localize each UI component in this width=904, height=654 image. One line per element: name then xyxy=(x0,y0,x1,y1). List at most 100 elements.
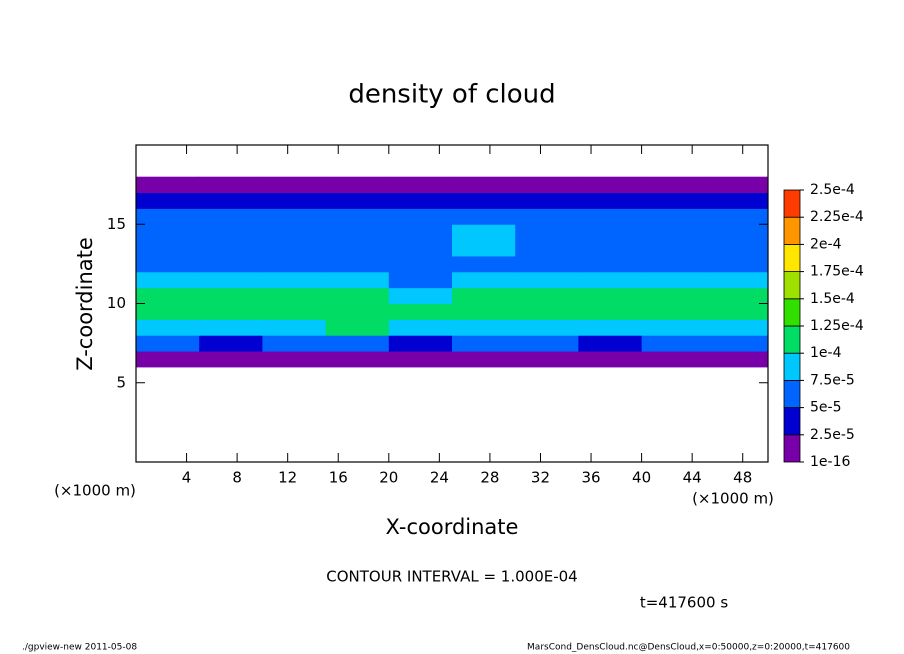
cell xyxy=(262,319,327,336)
colorbar-box xyxy=(783,243,801,272)
colorbar-box xyxy=(783,216,801,245)
cell xyxy=(641,208,706,225)
cell xyxy=(578,287,643,304)
cell xyxy=(136,208,200,225)
cell xyxy=(325,351,390,368)
colorbar-label: 1.75e-4 xyxy=(810,264,864,280)
colorbar-box xyxy=(783,325,801,354)
colorbar-label: 2e-4 xyxy=(810,236,842,252)
cell xyxy=(515,176,579,194)
colorbar-label: 1.25e-4 xyxy=(810,318,864,334)
y-tick-label: 5 xyxy=(116,373,126,391)
cell xyxy=(704,208,769,225)
colorbar-label: 2.25e-4 xyxy=(810,209,864,225)
cell xyxy=(388,335,453,352)
footer-left: ./gpview-new 2011-05-08 xyxy=(22,643,137,653)
cell xyxy=(325,255,390,273)
cell xyxy=(388,208,453,225)
cell xyxy=(325,240,390,257)
x-tick-label: 24 xyxy=(430,469,449,487)
time-label: t=417600 s xyxy=(640,594,728,612)
cell xyxy=(704,192,769,209)
cell xyxy=(452,192,516,209)
cell xyxy=(452,208,516,225)
cell xyxy=(199,335,263,352)
cell xyxy=(199,240,263,257)
cell xyxy=(641,319,706,336)
field xyxy=(136,176,769,368)
cell xyxy=(704,319,769,336)
x-tick-label: 40 xyxy=(632,469,651,487)
x-tick-label: 16 xyxy=(329,469,348,487)
cell xyxy=(262,240,327,257)
cell xyxy=(515,192,579,209)
cell xyxy=(325,224,390,241)
x-tick-label: 28 xyxy=(480,469,499,487)
cell xyxy=(578,240,643,257)
cell xyxy=(262,303,327,320)
cell xyxy=(578,271,643,289)
chart-title: density of cloud xyxy=(348,80,555,110)
contour-note: CONTOUR INTERVAL = 1.000E-04 xyxy=(326,568,577,586)
cell xyxy=(641,287,706,304)
cell xyxy=(515,208,579,225)
cell xyxy=(452,351,516,368)
cell xyxy=(262,351,327,368)
cell xyxy=(641,255,706,273)
cell xyxy=(388,176,453,194)
colorbar-box xyxy=(783,352,801,381)
cell xyxy=(515,351,579,368)
colorbar-box xyxy=(783,298,801,327)
cell xyxy=(388,192,453,209)
cell xyxy=(578,224,643,241)
cell xyxy=(452,240,516,257)
cell xyxy=(641,176,706,194)
cell xyxy=(388,319,453,336)
colorbar-box xyxy=(783,407,801,436)
cell xyxy=(704,224,769,241)
x-tick-label: 44 xyxy=(683,469,702,487)
cell xyxy=(325,287,390,304)
x-tick-label: 36 xyxy=(581,469,600,487)
colorbar-box xyxy=(783,271,801,300)
cell xyxy=(578,208,643,225)
x-unit: (×1000 m) xyxy=(692,490,774,508)
cell xyxy=(388,271,453,289)
cell xyxy=(578,303,643,320)
x-tick-label: 48 xyxy=(733,469,752,487)
cell xyxy=(704,287,769,304)
cell xyxy=(136,287,200,304)
x-tick-label: 4 xyxy=(182,469,192,487)
cell xyxy=(136,319,200,336)
cell xyxy=(641,351,706,368)
cell xyxy=(199,176,263,194)
footer-right: MarsCond_DensCloud.nc@DensCloud,x=0:5000… xyxy=(527,643,850,653)
cell xyxy=(262,335,327,352)
cell xyxy=(515,255,579,273)
x-tick-label: 8 xyxy=(232,469,242,487)
cell xyxy=(136,240,200,257)
cell xyxy=(325,192,390,209)
colorbar-box xyxy=(783,434,801,463)
cell xyxy=(452,271,516,289)
cell xyxy=(704,303,769,320)
cell xyxy=(136,351,200,368)
cell xyxy=(388,303,453,320)
cell xyxy=(262,176,327,194)
z-unit: (×1000 m) xyxy=(54,482,136,500)
colorbar-box xyxy=(783,379,801,408)
cell xyxy=(641,240,706,257)
cell xyxy=(199,208,263,225)
cell xyxy=(452,287,516,304)
cell xyxy=(641,271,706,289)
colorbar-label: 1e-4 xyxy=(810,345,842,361)
cell xyxy=(704,335,769,352)
cell xyxy=(388,287,453,304)
cell xyxy=(452,303,516,320)
cell xyxy=(136,271,200,289)
cell xyxy=(704,240,769,257)
cell xyxy=(515,240,579,257)
colorbar-label: 7.5e-5 xyxy=(810,372,855,388)
colorbar-label: 1.5e-4 xyxy=(810,291,855,307)
